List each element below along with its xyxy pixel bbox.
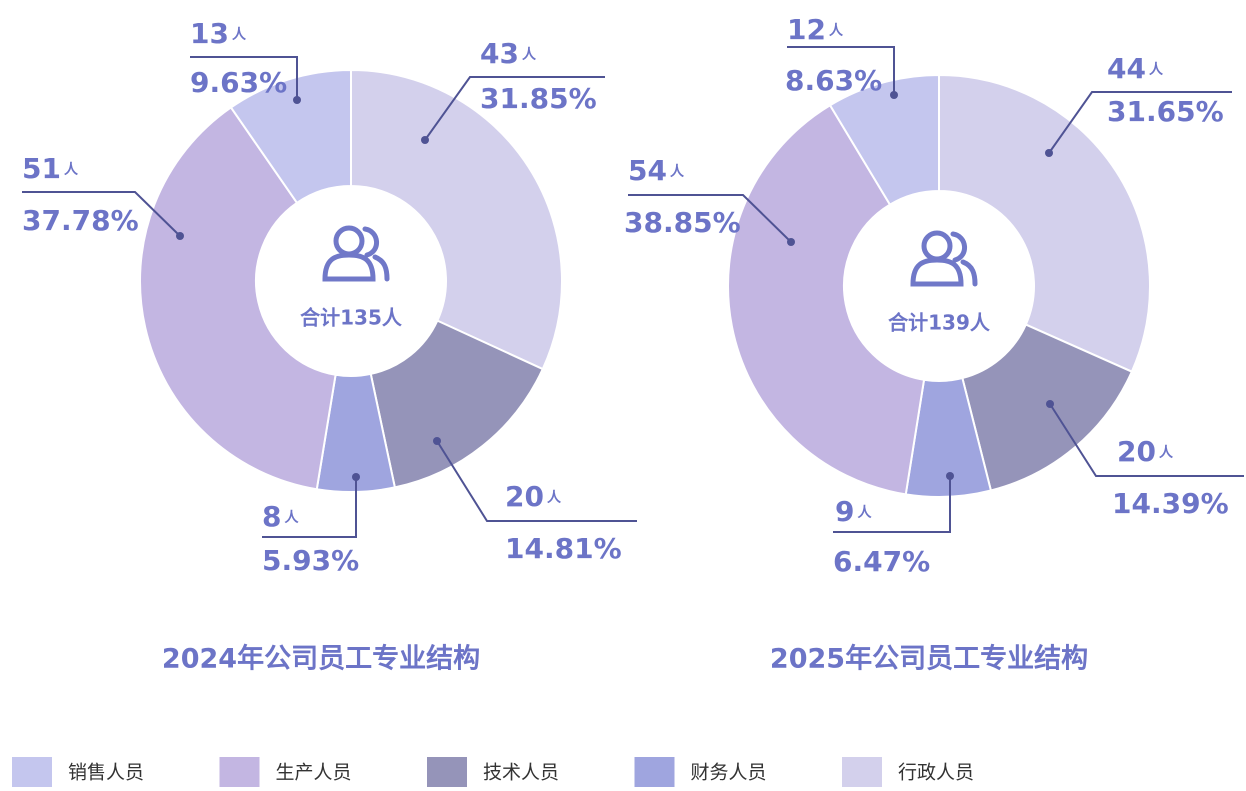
count-label: 51 人 xyxy=(22,152,79,185)
chart-title: 2025年公司员工专业结构 xyxy=(770,643,1088,675)
center-label: 合计135人 xyxy=(300,306,403,330)
count-label: 12 人 xyxy=(787,13,844,46)
legend-swatch xyxy=(427,757,467,787)
legend-swatch xyxy=(634,757,675,787)
leader-line xyxy=(833,476,951,533)
legend-swatch xyxy=(12,757,52,787)
legend-label: 销售人员 xyxy=(68,762,144,784)
count-label: 13 人 xyxy=(190,17,247,50)
count-unit: 人 xyxy=(670,163,685,180)
legend-label: 生产人员 xyxy=(276,762,352,784)
leader-dot xyxy=(352,473,360,481)
leader-line xyxy=(22,191,181,237)
count-unit: 人 xyxy=(64,161,79,178)
center-label: 合计139人 xyxy=(888,311,991,335)
leader-line xyxy=(787,46,895,95)
chart-title: 2024年公司员工专业结构 xyxy=(162,643,480,675)
legend-label: 行政人员 xyxy=(898,762,974,784)
legend-label: 财务人员 xyxy=(691,762,767,784)
count-value: 20 xyxy=(1117,435,1156,468)
legend-swatch xyxy=(842,757,882,787)
leader-dot xyxy=(176,232,184,240)
count-label: 43 人 xyxy=(480,37,537,70)
percent-label: 6.47% xyxy=(833,545,930,578)
leader-dot xyxy=(421,136,429,144)
count-unit: 人 xyxy=(284,509,299,526)
count-unit: 人 xyxy=(232,26,247,43)
percent-label: 9.63% xyxy=(190,66,287,99)
count-value: 8 xyxy=(262,500,281,533)
percent-label: 31.65% xyxy=(1107,95,1224,128)
leader-line xyxy=(190,56,298,100)
leader-dot xyxy=(433,437,441,445)
slice xyxy=(727,103,926,496)
count-value: 20 xyxy=(505,480,544,513)
count-value: 44 xyxy=(1107,52,1146,85)
leader-line xyxy=(436,440,637,522)
leader-dot xyxy=(1046,400,1054,408)
count-unit: 人 xyxy=(1149,61,1164,78)
leader-dot xyxy=(1045,149,1053,157)
count-label: 20 人 xyxy=(1117,435,1174,468)
count-value: 43 xyxy=(480,37,519,70)
leader-dot xyxy=(946,472,954,480)
percent-label: 8.63% xyxy=(785,64,882,97)
legend-swatch xyxy=(219,757,260,787)
leader-line xyxy=(628,194,792,243)
leader-line xyxy=(1049,403,1244,477)
count-unit: 人 xyxy=(547,489,562,506)
count-value: 12 xyxy=(787,13,826,46)
count-unit: 人 xyxy=(829,22,844,39)
count-unit: 人 xyxy=(522,46,537,63)
count-label: 20 人 xyxy=(505,480,562,513)
count-value: 9 xyxy=(835,495,854,528)
leader-dot xyxy=(787,238,795,246)
count-unit: 人 xyxy=(1159,444,1174,461)
percent-label: 31.85% xyxy=(480,82,597,115)
count-value: 13 xyxy=(190,17,229,50)
percent-label: 38.85% xyxy=(624,206,741,239)
count-value: 51 xyxy=(22,152,61,185)
leader-line xyxy=(262,477,357,538)
leader-dot xyxy=(293,96,301,104)
legend-label: 技术人员 xyxy=(483,762,559,784)
leader-dot xyxy=(890,91,898,99)
percent-label: 14.81% xyxy=(505,532,622,565)
count-unit: 人 xyxy=(857,504,872,521)
count-value: 54 xyxy=(628,154,667,187)
percent-label: 37.78% xyxy=(22,204,139,237)
leader-line xyxy=(1048,91,1232,154)
count-label: 44 人 xyxy=(1107,52,1164,85)
percent-label: 14.39% xyxy=(1112,487,1229,520)
count-label: 54 人 xyxy=(628,154,685,187)
percent-label: 5.93% xyxy=(262,544,359,577)
leader-line xyxy=(424,76,605,141)
